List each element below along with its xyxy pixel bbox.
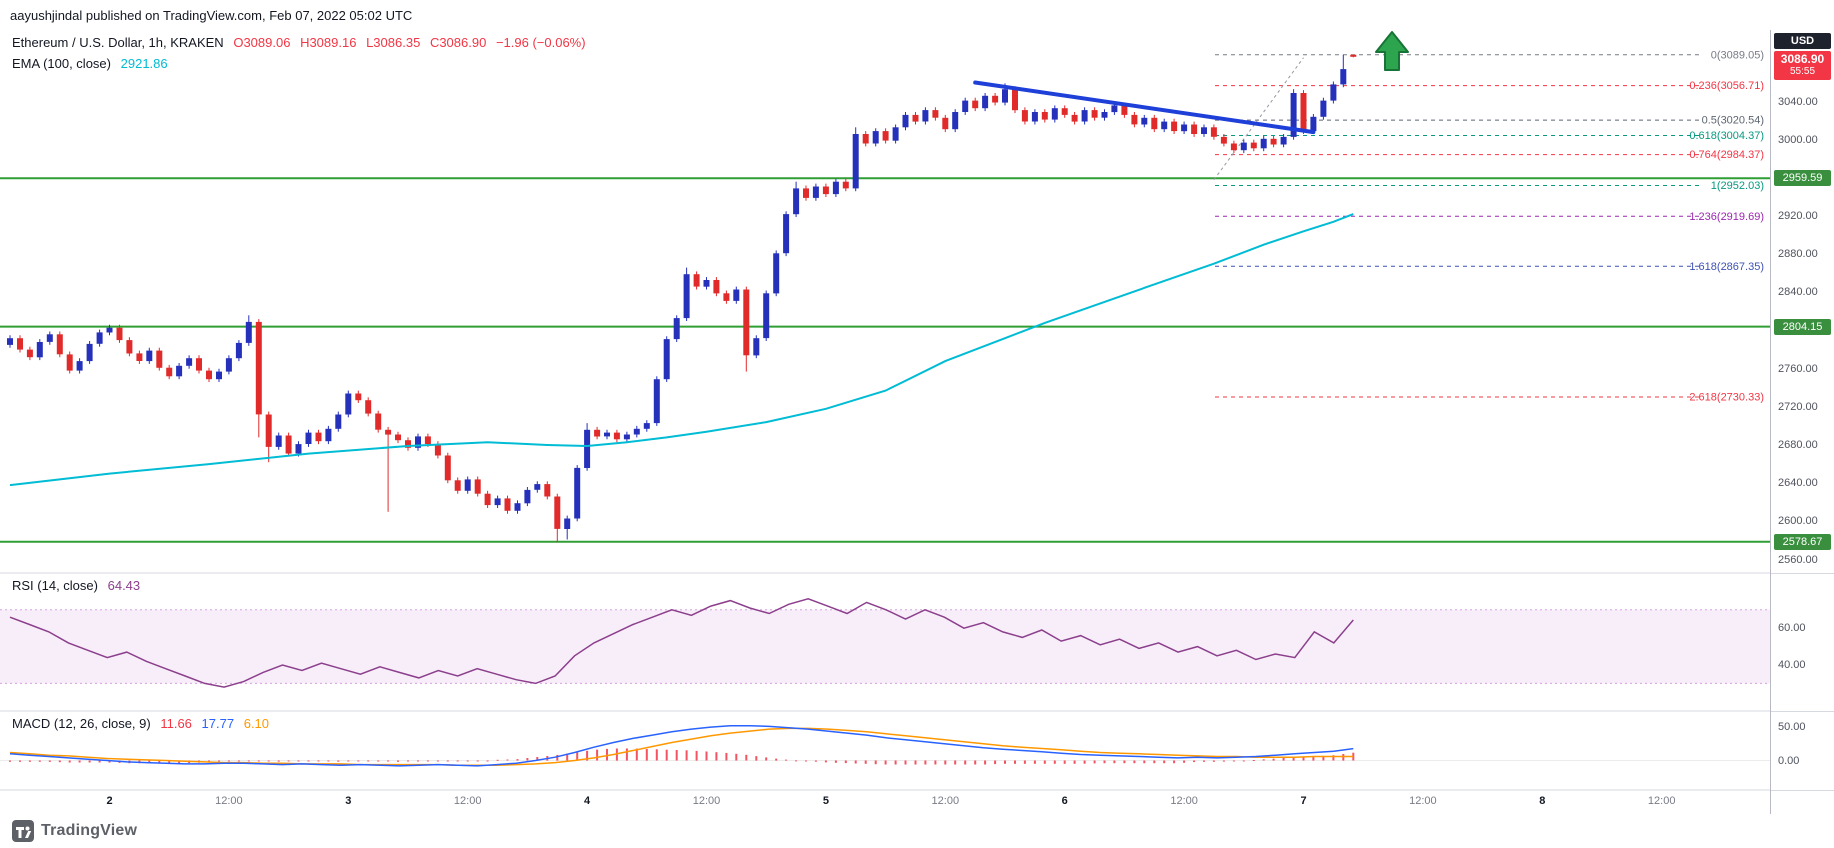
rsi-label: RSI (14, close) [12, 578, 98, 593]
macd-legend[interactable]: MACD (12, 26, close, 9) 11.66 17.77 6.10 [12, 716, 269, 731]
ohlc-low: L3086.35 [366, 35, 421, 50]
macd-hist-value: 11.66 [160, 716, 192, 731]
macd-line-value: 17.77 [201, 716, 235, 731]
ohlc-close: C3086.90 [429, 35, 487, 50]
fib-label: 1.618(2867.35) [1689, 261, 1764, 273]
axis-separator [1771, 790, 1834, 791]
support-lines[interactable] [0, 177, 1770, 543]
fib-label: 2.618(2730.33) [1689, 392, 1764, 404]
fib-label: 0.618(3004.37) [1689, 130, 1764, 142]
time-axis-label: 12:00 [1409, 795, 1437, 807]
axis-separator [1771, 711, 1834, 712]
time-axis-label: 5 [822, 795, 829, 807]
price-axis-label: 2720.00 [1778, 400, 1818, 413]
up-arrow-icon[interactable] [1375, 31, 1409, 71]
ema-value: 2921.86 [120, 56, 168, 71]
time-axis-label: 2 [106, 795, 113, 807]
price-axis-label: 2680.00 [1778, 439, 1818, 451]
fib-label: 1.236(2919.69) [1689, 211, 1764, 223]
fib-label: 0.236(3056.71) [1689, 80, 1764, 92]
fib-retracement[interactable]: 0(3089.05) 0.236(3056.71) 0.5(3020.54) 0.61… [1213, 49, 1764, 404]
price-axis-label: 2920.00 [1778, 210, 1818, 222]
publisher-line: aayushjindal published on TradingView.co… [0, 0, 1834, 30]
change-value: −1.96 (−0.06%) [495, 35, 586, 50]
price-level-badge: 2804.15 [1774, 318, 1831, 335]
rsi-axis-label: 60.00 [1778, 622, 1806, 635]
tradingview-wordmark[interactable]: TradingView [41, 822, 138, 839]
price-axis-label: 3040.00 [1778, 95, 1818, 108]
rsi-legend[interactable]: RSI (14, close) 64.43 [12, 578, 140, 593]
symbol-title: Ethereum / U.S. Dollar, 1h, KRAKEN [12, 35, 224, 50]
price-axis-label: 2840.00 [1778, 286, 1818, 299]
last-price: 3086.90 [1780, 52, 1825, 66]
ema-label: EMA (100, close) [12, 56, 111, 71]
time-axis-label: 12:00 [453, 795, 482, 807]
fib-baseline [1213, 57, 1304, 181]
chart-canvas[interactable]: 0(3089.05) 0.236(3056.71) 0.5(3020.54) 0.61… [0, 30, 1770, 814]
price-axis-label: 2640.00 [1778, 477, 1818, 490]
ohlc-open: O3089.06 [233, 35, 291, 50]
chart-area: 0(3089.05) 0.236(3056.71) 0.5(3020.54) 0.61… [0, 30, 1834, 814]
time-axis-label: 12:00 [215, 795, 243, 807]
last-price-badge: 3086.90 55:55 [1774, 51, 1831, 80]
footer: TradingView [0, 814, 1834, 848]
time-axis-label: 12:00 [1647, 795, 1676, 807]
main-legend[interactable]: Ethereum / U.S. Dollar, 1h, KRAKEN O3089… [12, 35, 586, 50]
macd-signal-line[interactable] [9, 727, 1354, 766]
price-level-badge: 2959.59 [1774, 170, 1831, 187]
price-axis[interactable]: USD 3086.90 55:55 3040.00 3000.00 2920.00 2… [1770, 30, 1834, 814]
macd-label: MACD (12, 26, close, 9) [12, 716, 151, 731]
price-axis-label: 2560.00 [1778, 553, 1818, 566]
fib-label: 0(3089.05) [1711, 49, 1764, 61]
time-axis-label: 12:00 [931, 795, 960, 807]
time-axis-label: 12:00 [692, 795, 721, 807]
time-axis-label: 4 [584, 795, 591, 807]
panel-separators [0, 572, 1770, 791]
time-axis[interactable]: 2 12:00 3 12:00 4 12:00 5 12:00 6 12:00 7 12:00 8 12:… [0, 790, 1770, 814]
rsi-value: 64.43 [107, 578, 141, 593]
bar-countdown: 55:55 [1789, 66, 1816, 77]
price-axis-label: 2880.00 [1778, 248, 1818, 261]
time-axis-label: 7 [1300, 795, 1307, 807]
rsi-line[interactable] [9, 598, 1354, 688]
price-axis-label: 2760.00 [1778, 362, 1818, 375]
ema-line[interactable] [9, 213, 1354, 487]
time-axis-label: 8 [1539, 795, 1546, 807]
macd-axis-label: 0.00 [1778, 754, 1800, 767]
price-axis-label: 2600.00 [1778, 515, 1818, 528]
currency-badge: USD [1774, 33, 1831, 49]
ohlc-high: H3089.16 [300, 35, 357, 50]
time-axis-label: 3 [345, 795, 352, 807]
tradingview-logo-icon[interactable] [12, 820, 34, 842]
ema-legend[interactable]: EMA (100, close) 2921.86 [12, 56, 168, 71]
fib-label: 1(2952.03) [1711, 180, 1764, 192]
price-level-badge: 2578.67 [1774, 533, 1831, 550]
macd-signal-value: 6.10 [243, 716, 270, 731]
time-axis-label: 12:00 [1170, 795, 1198, 807]
time-axis-label: 6 [1061, 795, 1068, 807]
trendline[interactable] [973, 80, 1316, 135]
candlestick-layer[interactable] [7, 54, 1357, 543]
rsi-axis-label: 40.00 [1778, 659, 1806, 671]
publisher-text: aayushjindal published on TradingView.co… [10, 7, 413, 23]
fib-label: 0.764(2984.37) [1689, 149, 1764, 161]
fib-label: 0.5(3020.54) [1702, 115, 1764, 127]
rsi-band [0, 609, 1770, 684]
price-axis-label: 3000.00 [1778, 133, 1818, 146]
macd-main-line[interactable] [9, 724, 1354, 767]
axis-separator [1771, 573, 1834, 574]
plot-area[interactable]: 0(3089.05) 0.236(3056.71) 0.5(3020.54) 0.61… [0, 30, 1770, 814]
macd-axis-label: 50.00 [1778, 721, 1806, 734]
